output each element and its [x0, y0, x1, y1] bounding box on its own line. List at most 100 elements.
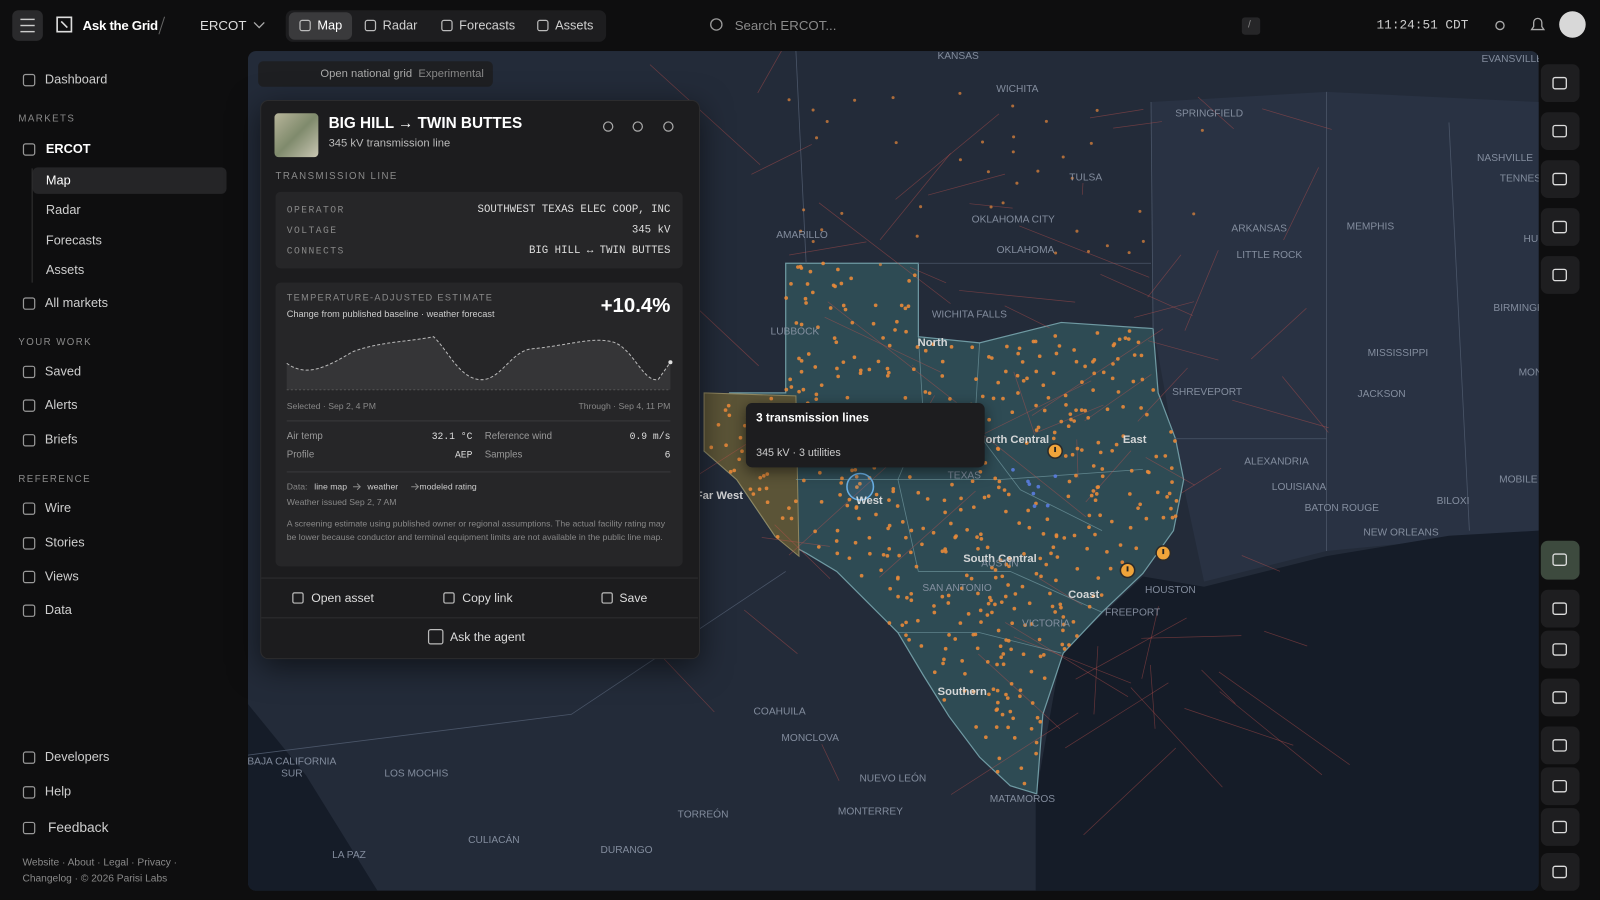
asset-dot — [1066, 424, 1071, 429]
asset-dot — [964, 573, 969, 578]
panel-action[interactable]: Save — [619, 590, 648, 606]
map-control[interactable] — [1540, 540, 1580, 580]
panel-action[interactable]: Open asset — [311, 590, 374, 606]
nav-item[interactable]: Alerts — [44, 397, 78, 412]
map-control[interactable] — [1540, 589, 1580, 628]
panel-button[interactable] — [629, 117, 647, 135]
map-control[interactable] — [1540, 678, 1580, 717]
map-control[interactable] — [1540, 853, 1580, 891]
asset-dot — [1174, 499, 1179, 503]
map-label: MOBILE — [1499, 475, 1538, 486]
asset-dot — [1075, 229, 1079, 233]
map-control[interactable] — [1540, 256, 1580, 294]
nav-subitem[interactable]: Radar — [45, 202, 81, 218]
asset-dot — [932, 610, 937, 615]
stat-label: Reference wind — [484, 430, 553, 443]
asset-dot — [996, 380, 1001, 385]
map[interactable]: KANSAS WICHITA SPRINGFIELD EVANSVILLE NASHVI… — [247, 51, 1539, 891]
nav-tab-active[interactable] — [288, 12, 353, 40]
market-selector[interactable]: ERCOT — [199, 17, 247, 34]
menu-button[interactable] — [12, 10, 43, 41]
nav-subitem[interactable]: Assets — [45, 263, 85, 278]
asset-dot — [971, 689, 976, 694]
map-control[interactable] — [1540, 160, 1580, 198]
nav-tab[interactable]: Assets — [555, 18, 594, 33]
transmission-line — [1130, 687, 1223, 788]
nav-item[interactable]: Dashboard — [44, 72, 108, 87]
asset-dot — [979, 537, 984, 541]
asset-thumbnail — [274, 113, 319, 158]
footer-links[interactable]: Website · About · Legal · Privacy · — [22, 857, 178, 869]
map-control[interactable] — [1540, 630, 1580, 669]
asset-dot — [1151, 388, 1156, 392]
clock: 11:24:51 CDT — [1376, 18, 1469, 33]
asset-dot — [1052, 430, 1057, 435]
asset-dot — [916, 490, 921, 495]
transmission-line — [1201, 669, 1236, 704]
search-input[interactable]: Search ERCOT... — [734, 17, 837, 34]
asset-dot — [1027, 525, 1032, 530]
asset-dot — [1127, 251, 1131, 255]
map-label: South Central — [963, 553, 1037, 565]
map-control[interactable] — [1540, 726, 1580, 765]
nav-item[interactable]: Help — [44, 784, 72, 799]
asset-dot — [1021, 652, 1026, 657]
nav-guide — [31, 168, 33, 283]
asset-dot — [1037, 354, 1042, 359]
asset-dot — [1131, 379, 1136, 384]
nav-item[interactable]: Developers — [44, 749, 110, 765]
nav-tab[interactable]: Map — [317, 18, 343, 33]
nav-tab[interactable]: Forecasts — [459, 18, 516, 33]
map-control[interactable] — [1540, 767, 1580, 806]
asset-dot — [1031, 491, 1036, 496]
asset-dot — [953, 535, 957, 540]
map-control[interactable] — [1540, 112, 1580, 150]
asset-dot — [1000, 574, 1005, 579]
nav-tab[interactable]: Radar — [382, 18, 418, 33]
asset-dot — [1009, 681, 1014, 686]
map-control[interactable] — [1540, 64, 1580, 103]
asset-dot — [1034, 571, 1039, 576]
nav-icon — [22, 143, 36, 156]
asset-dot — [895, 319, 899, 324]
nav-item[interactable]: Saved — [44, 364, 82, 379]
asset-dot — [784, 296, 789, 300]
asset-dot — [1095, 331, 1100, 335]
map-toolbar-label[interactable]: Open national grid — [320, 67, 413, 81]
map-control[interactable] — [1540, 208, 1580, 246]
asset-dot — [885, 366, 890, 371]
asset-dot — [1023, 623, 1027, 627]
asset-dot — [816, 545, 821, 549]
nav-item[interactable]: Briefs — [44, 432, 78, 447]
asset-dot — [874, 512, 878, 517]
asset-dot — [915, 234, 919, 238]
stat-value: 6 — [664, 449, 671, 461]
nav-subitem[interactable]: Map — [45, 173, 71, 188]
panel-button[interactable] — [659, 117, 677, 135]
map-label: TULSA — [1069, 173, 1102, 184]
panel-button[interactable] — [599, 117, 617, 135]
asset-dot — [853, 467, 858, 472]
asset-dot — [1004, 369, 1008, 374]
nav-item[interactable]: Feedback — [47, 819, 109, 835]
nav-item[interactable]: Stories — [44, 535, 85, 550]
panel-action[interactable]: Copy link — [462, 590, 513, 606]
asset-dot — [1058, 602, 1063, 607]
asset-dot — [1083, 364, 1087, 369]
asset-dot — [1071, 619, 1076, 624]
shortcut-key — [1241, 17, 1261, 35]
footer-links[interactable]: Changelog · © 2026 Parisi Labs — [22, 873, 168, 885]
asset-dot — [1111, 343, 1116, 348]
nav-item[interactable]: ERCOT — [45, 141, 91, 156]
nav-subitem[interactable]: Forecasts — [45, 233, 102, 248]
transmission-line — [879, 153, 951, 241]
nav-icon — [22, 537, 36, 550]
nav-item[interactable]: Views — [44, 569, 79, 584]
asset-dot — [803, 296, 808, 301]
ask-agent-button[interactable]: Ask the agent — [449, 629, 525, 644]
nav-item[interactable]: Wire — [44, 500, 72, 516]
asset-dot — [858, 368, 863, 373]
nav-item[interactable]: Data — [44, 602, 72, 618]
map-control[interactable] — [1540, 808, 1580, 846]
nav-item[interactable]: All markets — [44, 295, 108, 310]
